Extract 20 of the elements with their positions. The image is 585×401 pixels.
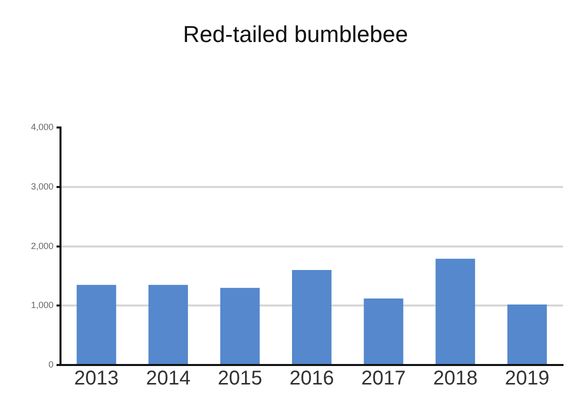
chart-title: Red-tailed bumblebee bbox=[182, 21, 408, 48]
bar bbox=[436, 258, 476, 364]
bar bbox=[76, 284, 116, 364]
x-tick-label: 2019 bbox=[504, 368, 550, 390]
x-tick-label: 2016 bbox=[290, 368, 334, 390]
x-tick-label: 2014 bbox=[146, 368, 190, 390]
y-tick-label: 2,000 bbox=[30, 240, 54, 251]
y-tick-label: 0 bbox=[48, 359, 54, 370]
y-tick-label: 3,000 bbox=[30, 181, 54, 192]
bar bbox=[292, 270, 332, 364]
x-tick-label: 2017 bbox=[361, 368, 406, 390]
bar bbox=[220, 288, 260, 364]
y-tick-label: 1,000 bbox=[30, 300, 54, 310]
bar bbox=[364, 298, 404, 364]
y-tick-label: 4,000 bbox=[30, 122, 54, 132]
x-tick-label: 2013 bbox=[74, 368, 119, 390]
bar bbox=[148, 284, 188, 364]
bar bbox=[507, 304, 547, 364]
x-tick-label: 2015 bbox=[218, 368, 262, 390]
x-tick-label: 2018 bbox=[433, 368, 478, 390]
